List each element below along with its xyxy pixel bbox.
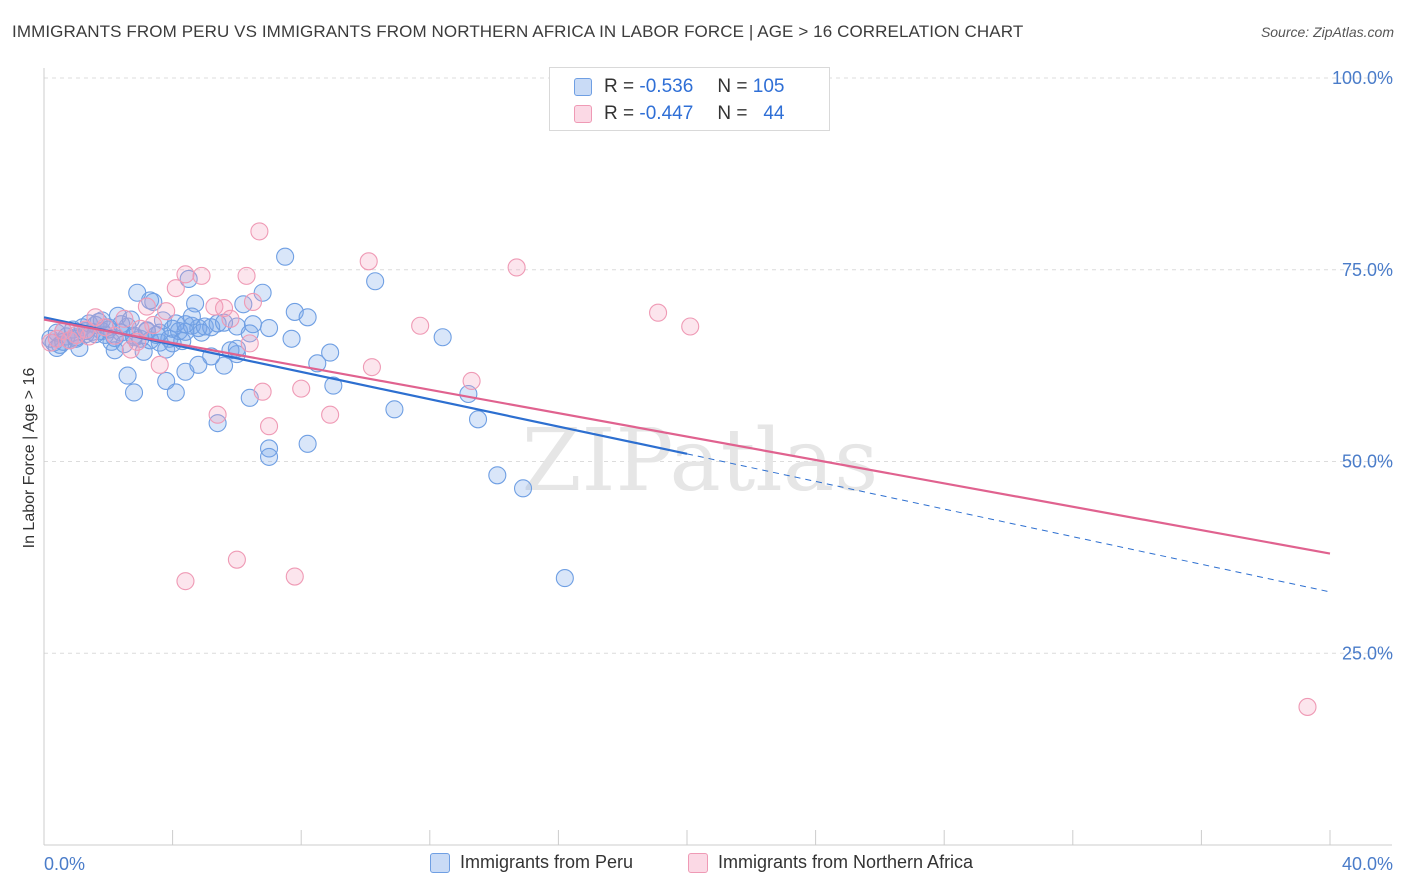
peru-trend-extension	[686, 453, 1331, 593]
nafrica-point	[253, 382, 272, 401]
chart-title: IMMIGRANTS FROM PERU VS IMMIGRANTS FROM …	[12, 22, 1024, 41]
nafrica-point	[205, 297, 224, 316]
peru-point	[189, 355, 208, 374]
legend-row-nafrica: R = -0.447 N = 44	[574, 101, 784, 127]
legend-label-peru: Immigrants from Peru	[460, 852, 634, 872]
nafrica-point	[243, 292, 263, 312]
nafrica-point	[362, 358, 381, 377]
peru-point	[166, 383, 185, 402]
legend-n-label: N =	[717, 103, 748, 124]
peru-point	[298, 434, 317, 453]
legend-r-label: R =	[604, 76, 635, 97]
legend-swatch-nafrica	[688, 852, 708, 873]
peru-point	[433, 328, 452, 347]
nafrica-point	[176, 265, 195, 284]
peru-point	[282, 329, 301, 348]
nafrica-point	[285, 567, 304, 586]
peru-point	[105, 341, 124, 360]
nafrica-point	[681, 317, 700, 336]
nafrica-point	[462, 371, 481, 391]
trend-lines	[43, 316, 1331, 593]
peru-point	[259, 318, 279, 338]
peru-point	[214, 356, 234, 375]
correlation-legend: R = -0.536 N = 105 R = -0.447 N = 44	[549, 67, 830, 131]
nafrica-point	[240, 334, 259, 353]
peru-point	[488, 466, 507, 485]
peru-point	[253, 283, 272, 302]
peru-point	[176, 315, 195, 334]
nafrica-point	[259, 417, 279, 436]
nafrica-point	[507, 258, 526, 277]
nafrica-point	[411, 316, 430, 335]
peru-point	[366, 272, 385, 291]
nafrica-point	[227, 550, 246, 569]
peru-point	[513, 479, 533, 498]
grid	[44, 77, 1392, 654]
y-tick-label: 50.0%	[1342, 452, 1393, 472]
peru-point	[144, 292, 163, 312]
y-axis-label: In Labor Force | Age > 16	[21, 368, 38, 549]
legend-r-label: R =	[604, 103, 635, 124]
nafrica-point	[105, 326, 124, 345]
nafrica-point	[221, 309, 240, 328]
nafrica-point	[166, 279, 185, 298]
nafrica-trend-line	[43, 318, 1331, 555]
peru-point	[321, 343, 340, 362]
legend-swatch-peru	[430, 852, 450, 873]
peru-point	[259, 447, 279, 466]
nafrica-point	[137, 297, 156, 316]
peru-point	[118, 366, 137, 385]
legend-swatch-peru	[574, 78, 592, 96]
axes	[43, 68, 1392, 846]
nafrica-point	[176, 572, 195, 591]
peru-point	[555, 569, 574, 588]
x-tick-label: 0.0%	[44, 854, 85, 874]
peru-point	[468, 410, 488, 429]
nafrica-point	[121, 340, 140, 359]
nafrica-point	[208, 405, 227, 424]
bottom-legend-nafrica: Immigrants from Northern Africa	[688, 852, 973, 873]
nafrica-point	[292, 379, 311, 398]
nafrica-point	[150, 355, 169, 374]
legend-r-value: -0.447	[639, 103, 694, 124]
nafrica-point	[192, 266, 211, 285]
nafrica-point	[115, 309, 134, 328]
legend-row-peru: R = -0.536 N = 105	[574, 74, 784, 100]
legend-r-value: -0.536	[639, 76, 694, 97]
legend-n-value: 105	[752, 76, 785, 97]
nafrica-point	[649, 303, 668, 322]
y-tick-label: 100.0%	[1332, 68, 1393, 88]
legend-n-value: 44	[763, 103, 785, 124]
nafrica-point	[359, 252, 378, 271]
legend-label-nafrica: Immigrants from Northern Africa	[718, 852, 974, 872]
peru-point	[324, 376, 343, 395]
peru-point	[240, 324, 259, 343]
peru-point	[298, 308, 317, 327]
nafrica-point	[131, 319, 150, 338]
legend-n-label: N =	[717, 76, 748, 97]
x-tick-label: 40.0%	[1342, 854, 1393, 874]
peru-point	[124, 383, 144, 402]
peru-point	[182, 307, 201, 326]
data-points	[41, 222, 1317, 716]
nafrica-point	[250, 222, 269, 241]
source-label: Source: ZipAtlas.com	[1260, 24, 1394, 40]
nafrica-point	[237, 266, 256, 285]
nafrica-point	[86, 308, 105, 327]
y-tick-label: 75.0%	[1342, 260, 1393, 280]
nafrica-point	[157, 302, 176, 321]
y-tick-label: 25.0%	[1342, 643, 1393, 663]
tick-labels: 25.0% 50.0% 75.0% 100.0% 0.0% 40.0%	[44, 68, 1393, 874]
nafrica-point	[79, 327, 99, 346]
legend-swatch-nafrica	[574, 105, 592, 123]
peru-point	[276, 247, 295, 266]
nafrica-point	[1298, 697, 1317, 716]
peru-point	[385, 400, 404, 419]
nafrica-point	[321, 405, 340, 424]
bottom-legend-peru: Immigrants from Peru	[430, 852, 633, 873]
nafrica-point	[214, 299, 234, 318]
